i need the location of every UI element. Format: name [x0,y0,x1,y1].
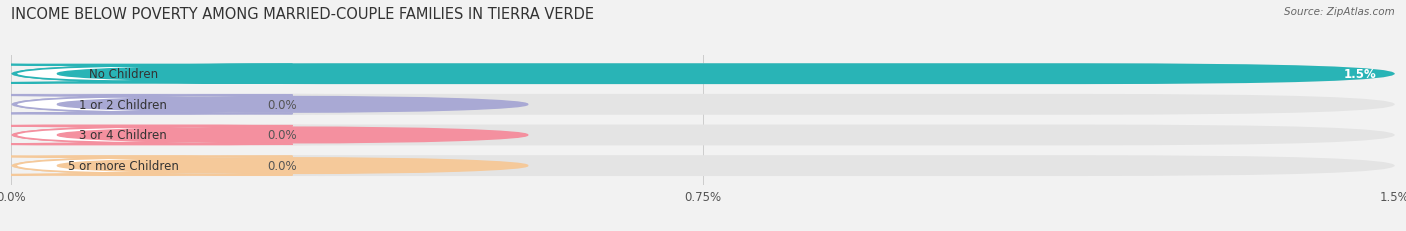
Text: 0.0%: 0.0% [267,98,297,111]
FancyBboxPatch shape [0,96,292,114]
Circle shape [58,67,527,82]
Text: 1.5%: 1.5% [1344,68,1376,81]
FancyBboxPatch shape [0,94,325,115]
Text: Source: ZipAtlas.com: Source: ZipAtlas.com [1284,7,1395,17]
FancyBboxPatch shape [11,64,1395,85]
Text: 1 or 2 Children: 1 or 2 Children [79,98,167,111]
FancyBboxPatch shape [11,125,1395,146]
Text: 0.0%: 0.0% [267,159,297,172]
FancyBboxPatch shape [0,125,325,146]
FancyBboxPatch shape [0,155,325,176]
Circle shape [58,128,527,143]
Circle shape [58,97,527,113]
Text: INCOME BELOW POVERTY AMONG MARRIED-COUPLE FAMILIES IN TIERRA VERDE: INCOME BELOW POVERTY AMONG MARRIED-COUPL… [11,7,595,22]
FancyBboxPatch shape [0,157,292,175]
Text: 5 or more Children: 5 or more Children [67,159,179,172]
FancyBboxPatch shape [0,126,292,145]
FancyBboxPatch shape [11,155,1395,176]
FancyBboxPatch shape [11,64,1395,85]
Circle shape [58,158,527,174]
Text: 3 or 4 Children: 3 or 4 Children [79,129,167,142]
Text: No Children: No Children [89,68,157,81]
FancyBboxPatch shape [0,65,292,84]
FancyBboxPatch shape [11,94,1395,115]
Text: 0.0%: 0.0% [267,129,297,142]
